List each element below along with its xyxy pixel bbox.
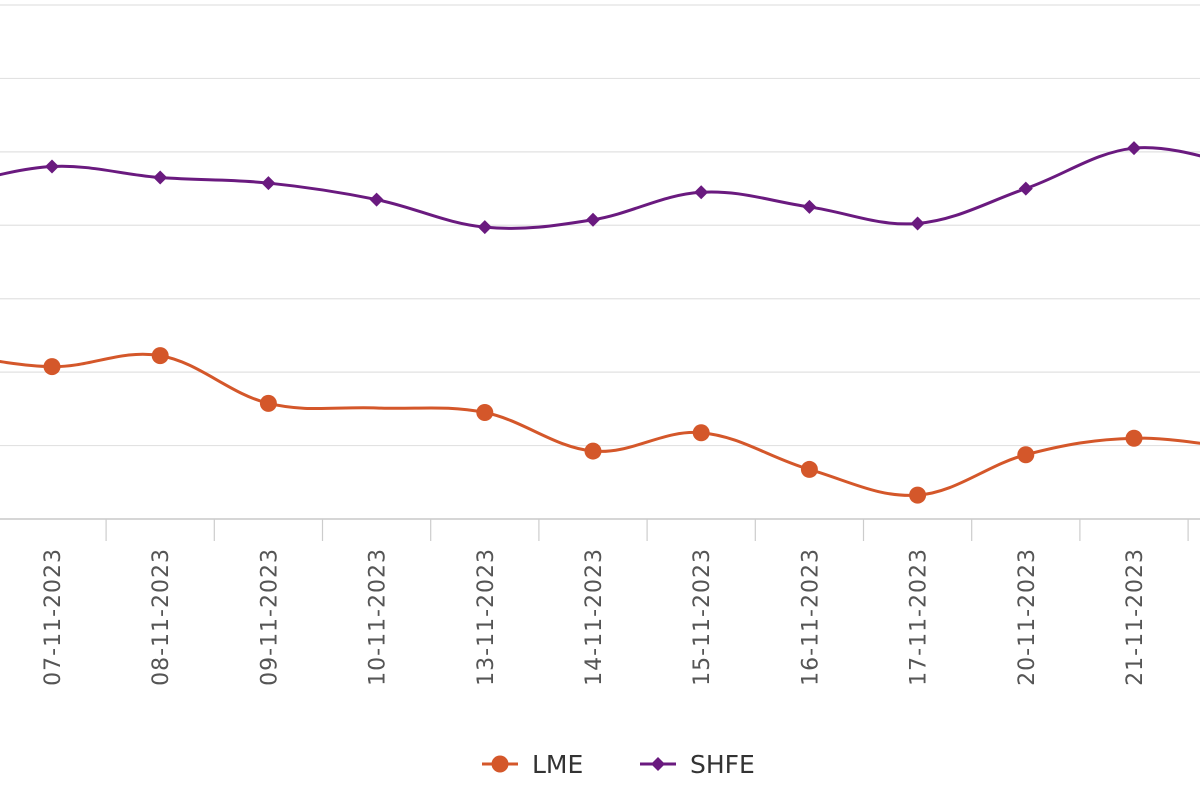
shfe-point — [586, 212, 600, 227]
lme-legend-label: LME — [532, 750, 583, 779]
x-tick-label: 07-11-2023 — [41, 548, 66, 686]
x-tick-label: 20-11-2023 — [1015, 548, 1040, 686]
x-tick-label: 15-11-2023 — [690, 548, 715, 686]
x-tick-label: 08-11-2023 — [149, 548, 174, 686]
x-tick-label: 10-11-2023 — [366, 548, 391, 686]
lme-point — [800, 460, 818, 478]
shfe-point — [1127, 141, 1141, 156]
lme-point — [909, 486, 927, 504]
x-tick-label: 14-11-2023 — [582, 548, 607, 686]
lme-point — [259, 394, 277, 412]
legend: LME SHFE — [482, 750, 755, 779]
lme-point — [1125, 429, 1143, 447]
x-tick-label: 21-11-2023 — [1123, 548, 1148, 686]
shfe-point — [153, 170, 168, 185]
shfe-point — [477, 220, 492, 235]
lme-point — [584, 442, 602, 460]
shfe-point — [694, 185, 709, 200]
lme-point — [692, 424, 710, 442]
lme-legend-marker — [491, 755, 509, 773]
shfe-point — [261, 176, 276, 191]
shfe-point — [45, 159, 59, 174]
shfe-point — [910, 216, 925, 231]
shfe-legend-label: SHFE — [690, 750, 755, 779]
shfe-point — [1018, 181, 1033, 196]
gridlines — [0, 4, 1200, 520]
lme-point — [151, 347, 169, 365]
lme-point — [1017, 446, 1035, 464]
lme-line — [0, 352, 1200, 497]
x-tick-label: 13-11-2023 — [474, 548, 499, 686]
x-tick-label: 09-11-2023 — [257, 548, 282, 686]
shfe-point — [802, 199, 817, 214]
lme-point — [43, 358, 61, 376]
series-lines — [0, 141, 1200, 504]
lme-point — [476, 404, 494, 422]
shfe-point — [369, 192, 384, 207]
x-axis: 07-11-2023 08-11-2023 09-11-2023 10-11-2023… — [41, 519, 1189, 686]
x-tick-label: 16-11-2023 — [798, 548, 823, 686]
shfe-legend-marker — [651, 757, 665, 771]
x-tick-label: 17-11-2023 — [907, 548, 932, 686]
